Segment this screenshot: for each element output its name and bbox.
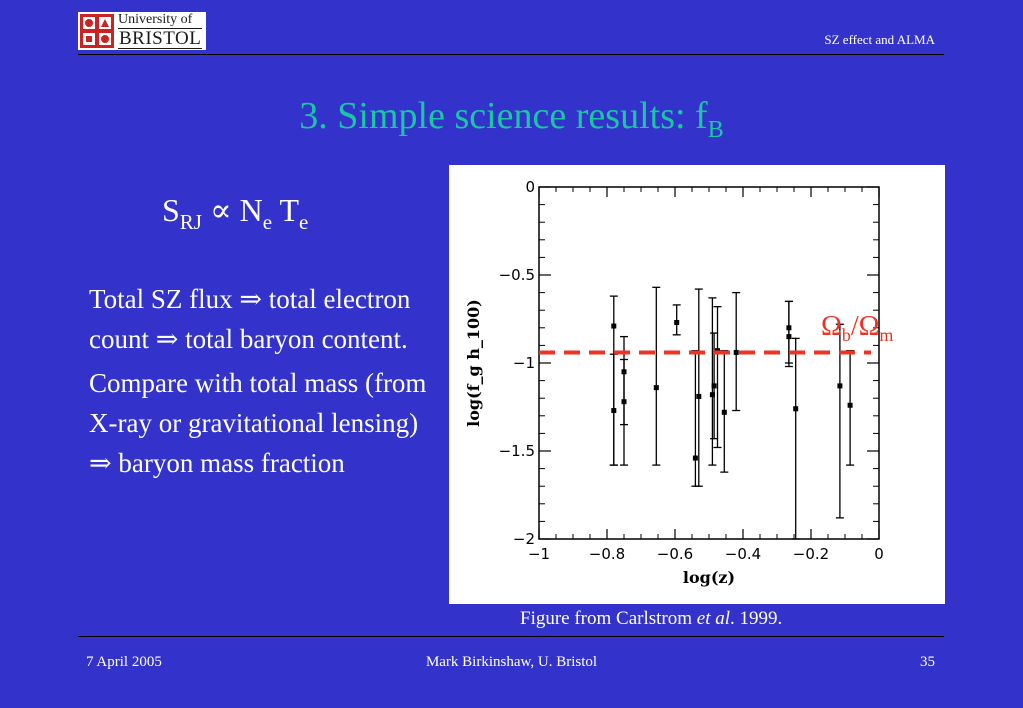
slide-title-subscript: B xyxy=(707,117,724,143)
header-divider xyxy=(78,54,944,55)
caption-year: . 1999. xyxy=(730,608,783,629)
x-tick-label: −0.6 xyxy=(657,545,693,563)
data-point xyxy=(653,385,659,391)
caption-et-al: et al xyxy=(696,608,731,629)
y-tick-label: −1.5 xyxy=(499,442,535,460)
y-tick-label: −2 xyxy=(513,530,535,548)
x-axis-label: log(z) xyxy=(683,568,735,587)
formula-t-sub: e xyxy=(299,210,309,234)
footer-date: 7 April 2005 xyxy=(86,654,162,670)
data-point xyxy=(786,334,792,340)
data-point xyxy=(696,393,702,399)
data-point xyxy=(721,409,727,415)
formula-n-sub: e xyxy=(262,210,273,234)
data-point xyxy=(793,406,799,412)
data-point xyxy=(674,320,680,326)
data-point xyxy=(711,383,717,389)
x-tick-label: −0.2 xyxy=(793,545,829,563)
paragraph-sz-flux: Total SZ flux ⇒ total electron count ⇒ t… xyxy=(89,284,411,354)
x-tick-label: −0.4 xyxy=(725,545,761,563)
footer-author: Mark Birkinshaw, U. Bristol xyxy=(425,654,598,670)
slide-title-text: 3. Simple science results: f xyxy=(299,95,708,137)
figure-caption: Figure from Carlstrom et al. 1999. xyxy=(520,608,782,630)
formula: SRJ ∝ Ne Te xyxy=(162,191,308,235)
formula-s-sub: RJ xyxy=(179,210,202,234)
caption-text: Figure from Carlstrom xyxy=(520,608,697,629)
formula-n: N xyxy=(239,192,263,228)
logo-line2: BRISTOL xyxy=(118,28,203,49)
formula-proportional: ∝ xyxy=(209,192,232,228)
data-point xyxy=(611,408,617,414)
formula-s: S xyxy=(162,192,180,228)
omega-symbol: Ω xyxy=(821,311,842,342)
footer-page-number: 35 xyxy=(920,654,935,670)
y-tick-label: −1 xyxy=(513,354,535,372)
omega-sub-b: b xyxy=(842,325,851,345)
formula-t: T xyxy=(279,192,300,228)
data-point xyxy=(847,402,853,408)
x-tick-label: −0.8 xyxy=(589,545,625,563)
footer-divider xyxy=(78,636,944,637)
data-point xyxy=(709,392,715,398)
omega-ratio-label: Ωb/Ωm xyxy=(821,311,893,345)
y-tick-label: 0 xyxy=(525,178,535,196)
body-text: Total SZ flux ⇒ total electron count ⇒ t… xyxy=(89,279,429,487)
data-point xyxy=(837,383,843,389)
y-axis-label: log(f_g h_100) xyxy=(464,299,483,427)
omega-separator: /Ω xyxy=(851,311,880,342)
university-logo: University of BRISTOL xyxy=(78,12,206,50)
baryon-fraction-chart: −1 −0.8 −0.6 −0.4 −0.2 0 0 −0.5 −1 −1.5 −2 Ωb/Ωm l… xyxy=(464,178,893,587)
x-tick-label: 0 xyxy=(874,545,884,563)
presentation-title: SZ effect and ALMA xyxy=(824,32,935,47)
plot-frame xyxy=(538,186,880,540)
data-point xyxy=(692,455,698,461)
logo-line1: University of xyxy=(118,12,193,27)
x-tick-label: −1 xyxy=(528,545,550,563)
data-point xyxy=(621,369,627,375)
data-point xyxy=(733,349,739,355)
data-point xyxy=(611,323,617,329)
paragraph-compare-mass: Compare with total mass (from X-ray or g… xyxy=(89,368,427,478)
y-tick-label: −0.5 xyxy=(499,266,535,284)
slide-title: 3. Simple science results: fB xyxy=(0,94,1023,144)
data-point xyxy=(786,325,792,331)
omega-sub-m: m xyxy=(879,325,893,345)
university-crest-icon xyxy=(80,14,114,48)
figure-panel: −1 −0.8 −0.6 −0.4 −0.2 0 0 −0.5 −1 −1.5 −2 Ωb/Ωm l… xyxy=(449,165,945,604)
data-point xyxy=(621,399,627,405)
